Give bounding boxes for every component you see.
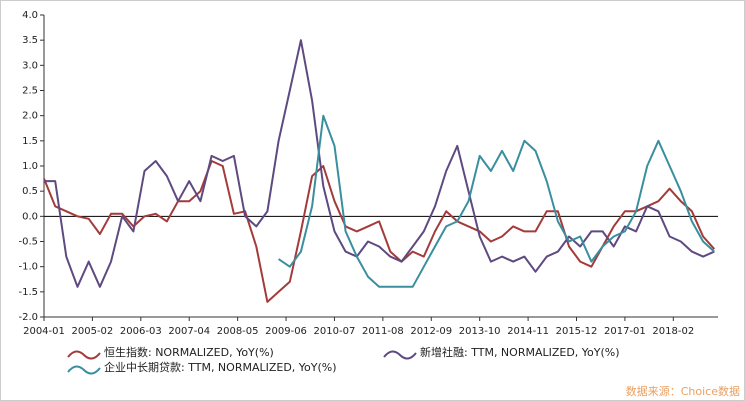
y-tick-label: 0.0	[22, 211, 38, 222]
x-tick-label: 2004-01	[23, 326, 65, 337]
series-line	[44, 39, 715, 288]
source: 数据来源：Choice数据	[626, 384, 740, 398]
legend-label: 恒生指数: NORMALIZED, YoY(%)	[104, 345, 274, 359]
y-tick-label: -1.0	[18, 262, 38, 273]
x-tick-label: 2014-11	[507, 326, 549, 337]
y-tick-label: 1.0	[22, 161, 38, 172]
series-line	[278, 114, 715, 288]
x-tick-label: 2005-02	[72, 326, 114, 337]
y-tick-label: 2.5	[22, 86, 38, 97]
series-line	[43, 160, 716, 303]
legend-label: 企业中长期贷款: TTM, NORMALIZED, YoY(%)	[104, 360, 337, 374]
x-tick-label: 2018-02	[652, 326, 694, 337]
legend-swatch	[383, 350, 417, 360]
x-tick-label: 2008-05	[217, 326, 259, 337]
legend-swatch	[67, 350, 101, 360]
x-tick-label: 2011-08	[362, 326, 404, 337]
y-tick-label: -0.5	[18, 237, 38, 248]
x-tick-label: 2017-01	[604, 326, 646, 337]
x-tick-label: 2015-12	[556, 326, 598, 337]
y-tick-label: 3.5	[22, 35, 38, 46]
y-tick-label: 2.0	[22, 111, 38, 122]
x-tick-label: 2007-04	[168, 326, 210, 337]
x-tick-label: 2009-06	[265, 326, 307, 337]
legend-swatch	[67, 365, 101, 375]
x-tick-label: 2012-09	[410, 326, 452, 337]
x-tick-label: 2006-03	[120, 326, 162, 337]
y-tick-label: 1.5	[22, 136, 38, 147]
y-tick-label: 4.0	[22, 10, 38, 21]
y-tick-label: -2.0	[18, 312, 38, 323]
y-tick-label: -1.5	[18, 287, 38, 298]
x-tick-label: 2013-10	[459, 326, 501, 337]
y-tick-label: 0.5	[22, 186, 38, 197]
y-tick-label: 3.0	[22, 60, 38, 71]
x-tick-label: 2010-07	[314, 326, 356, 337]
legend-label: 新增社融: TTM, NORMALIZED, YoY(%)	[420, 345, 620, 359]
